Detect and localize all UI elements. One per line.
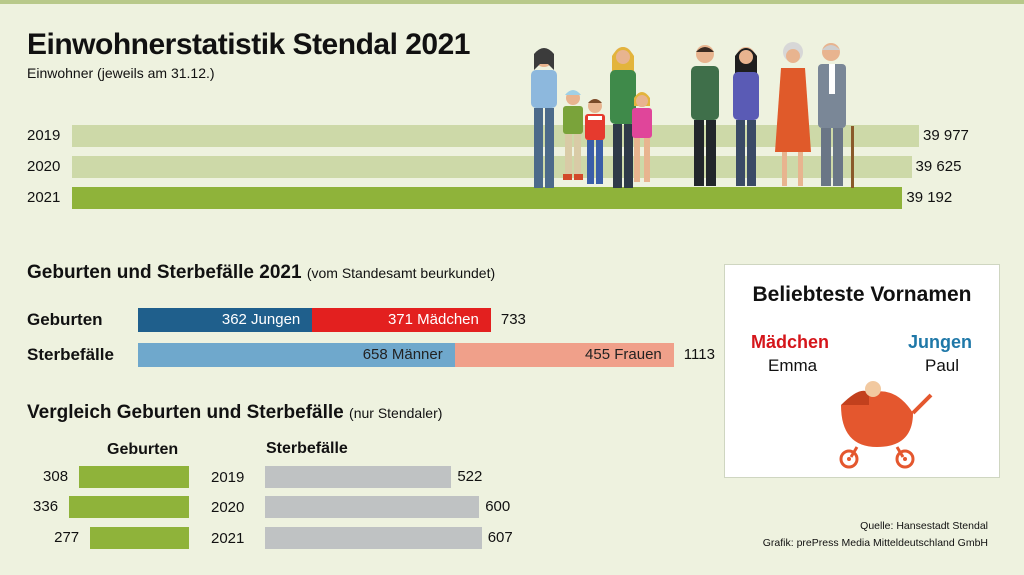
- girls-label: Mädchen: [751, 332, 830, 352]
- girls-name: Emma: [768, 356, 818, 375]
- births-comparison-bar: [69, 496, 189, 518]
- comparison-year-label: 2021: [211, 530, 245, 547]
- credit-line: Grafik: prePress Media Mitteldeutschland…: [762, 537, 988, 549]
- boys-segment: 362 Jungen: [138, 308, 313, 332]
- top-rule: [0, 0, 1024, 4]
- deaths-comparison-bar: [265, 466, 452, 488]
- births-deaths-note: (vom Standesamt beurkundet): [306, 265, 496, 281]
- population-year-label: 2021: [27, 189, 61, 206]
- population-year-label: 2019: [27, 127, 61, 144]
- comparison-year-label: 2020: [211, 499, 245, 516]
- family-illustration: [531, 42, 854, 188]
- deaths-row-label: Sterbefälle: [27, 345, 114, 364]
- older-man-figure: [818, 43, 854, 188]
- page-subtitle: Einwohner (jeweils am 31.12.): [27, 65, 215, 81]
- girl-figure: [632, 92, 652, 182]
- deaths-column-header: Sterbefälle: [266, 440, 348, 457]
- boys-label: Jungen: [908, 332, 973, 352]
- source-line: Quelle: Hansestadt Stendal: [860, 520, 988, 532]
- comparison-year-label: 2019: [211, 469, 245, 486]
- births-comparison-bar: [79, 466, 189, 488]
- comparison-title: Vergleich Geburten und Sterbefälle: [27, 402, 344, 423]
- population-bar: [72, 187, 903, 209]
- births-deaths-heading: Geburten und Sterbefälle 2021 (vom Stand…: [27, 262, 495, 284]
- births-comparison-value: 308: [43, 468, 69, 485]
- deaths-comparison-value: 607: [487, 529, 513, 546]
- births-row-label: Geburten: [27, 310, 103, 329]
- comparison-note: (nur Stendaler): [349, 405, 443, 421]
- births-comparison-bar: [90, 527, 189, 549]
- popular-names-card: Beliebteste Vornamen Mädchen Emma Jungen…: [724, 264, 1000, 478]
- births-column-header: Geburten: [107, 441, 179, 458]
- men-segment: 658 Männer: [138, 343, 455, 367]
- stroller-illustration: [839, 381, 933, 469]
- girls-segment: 371 Mädchen: [312, 308, 491, 332]
- population-value-label: 39 192: [906, 189, 953, 206]
- deaths-comparison-bar: [265, 496, 480, 518]
- population-value-label: 39 625: [915, 158, 962, 175]
- comparison-heading: Vergleich Geburten und Sterbefälle (nur …: [27, 402, 442, 424]
- woman-figure: [531, 48, 557, 188]
- names-card-title: Beliebteste Vornamen: [752, 283, 972, 306]
- births-comparison-value: 277: [54, 529, 80, 546]
- deaths-total-label: 1113: [683, 346, 715, 363]
- boys-name: Paul: [925, 356, 960, 375]
- deaths-comparison-bar: [265, 527, 482, 549]
- child-figure: [585, 99, 605, 184]
- births-comparison-value: 336: [33, 498, 59, 515]
- population-value-label: 39 977: [923, 127, 969, 144]
- dark-haired-woman-figure: [733, 47, 759, 186]
- deaths-comparison-value: 522: [457, 468, 483, 485]
- women-segment: 455 Frauen: [454, 343, 674, 367]
- older-woman-figure: [775, 42, 811, 186]
- man-figure: [691, 45, 719, 186]
- births-deaths-title: Geburten und Sterbefälle 2021: [27, 262, 302, 283]
- blonde-woman-figure: [610, 47, 636, 188]
- boy-figure: [563, 90, 583, 180]
- population-year-label: 2020: [27, 158, 61, 175]
- births-total-label: 733: [500, 311, 526, 328]
- deaths-comparison-value: 600: [485, 498, 511, 515]
- page-title: Einwohnerstatistik Stendal 2021: [27, 28, 470, 61]
